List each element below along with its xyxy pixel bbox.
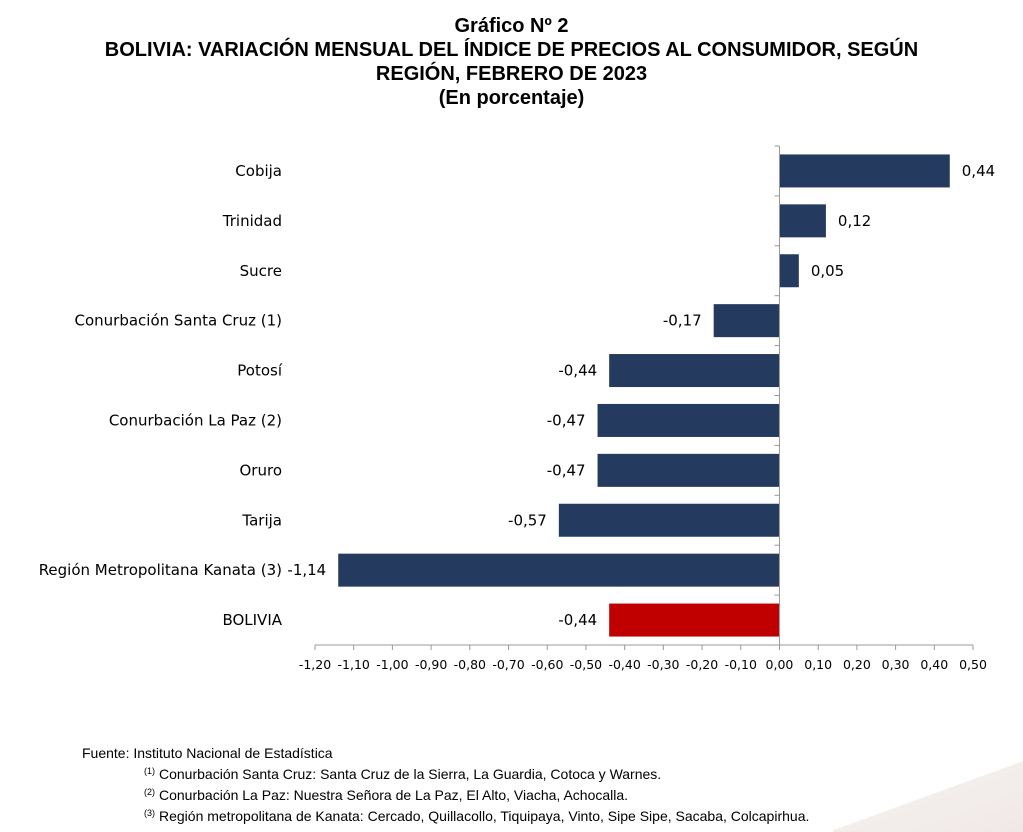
source-note: Fuente: Instituto Nacional de Estadístic… xyxy=(82,745,333,761)
data-label: -0,47 xyxy=(547,411,586,429)
data-label: -0,44 xyxy=(558,362,597,380)
bar xyxy=(779,204,826,238)
notes-block: Fuente: Instituto Nacional de Estadístic… xyxy=(82,744,809,825)
data-label: 0,05 xyxy=(811,262,844,280)
x-tick-label: -0,50 xyxy=(570,657,602,672)
bar xyxy=(338,553,780,587)
category-label: Tarija xyxy=(241,511,282,529)
x-tick-label: 0,30 xyxy=(882,657,910,672)
chart-title-line-2: REGIÓN, FEBRERO DE 2023 xyxy=(375,63,648,85)
category-label: Región Metropolitana Kanata (3) xyxy=(39,561,282,579)
footnote-3-mark: (3) xyxy=(144,808,155,818)
x-tick-label: -1,00 xyxy=(376,657,408,672)
footnote-2-mark: (2) xyxy=(144,787,155,797)
bar xyxy=(558,503,780,537)
x-tick-label: 0,20 xyxy=(843,657,871,672)
category-label: Oruro xyxy=(240,461,283,479)
x-tick-label: 0,10 xyxy=(804,657,832,672)
x-tick-label: 0,50 xyxy=(959,657,987,672)
category-label: Trinidad xyxy=(222,212,282,230)
category-label: Conurbación Santa Cruz (1) xyxy=(74,312,282,330)
data-label: 0,12 xyxy=(838,212,871,230)
bar xyxy=(779,254,799,288)
footnote-3: (3) Región metropolitana de Kanata: Cerca… xyxy=(144,804,809,825)
category-label: Cobija xyxy=(235,162,282,180)
bar xyxy=(597,403,780,437)
footnote-1-mark: (1) xyxy=(144,766,155,776)
x-tick-label: 0,40 xyxy=(920,657,948,672)
footnote-2-text: Conurbación La Paz: Nuestra Señora de La… xyxy=(159,787,629,803)
bar xyxy=(597,453,780,487)
chart-units: (En porcentaje) xyxy=(438,87,585,109)
x-tick-label: -0,30 xyxy=(647,657,679,672)
bar xyxy=(609,603,780,637)
x-tick-label: -0,60 xyxy=(531,657,563,672)
x-tick-label: -0,70 xyxy=(492,657,524,672)
footnote-2: (2) Conurbación La Paz: Nuestra Señora de… xyxy=(144,783,809,804)
bar xyxy=(713,304,780,338)
x-tick-label: -0,40 xyxy=(608,657,640,672)
x-tick-label: -0,80 xyxy=(454,657,486,672)
x-tick-label: -0,90 xyxy=(415,657,447,672)
category-label: Potosí xyxy=(237,362,283,380)
bar xyxy=(779,154,950,188)
category-label: BOLIVIA xyxy=(222,611,282,629)
bar-chart: Cobija 0,44 Trinidad 0,12 Sucre 0,05 Conurbaci… xyxy=(39,145,995,672)
x-tick-label: -1,20 xyxy=(299,657,331,672)
x-tick-label: 0,00 xyxy=(766,657,794,672)
category-label: Conurbación La Paz (2) xyxy=(109,411,282,429)
footnote-3-text: Región metropolitana de Kanata: Cercado,… xyxy=(159,808,810,824)
chart-number: Gráfico Nº 2 xyxy=(454,15,569,37)
data-label: -0,47 xyxy=(547,461,586,479)
x-tick-label: -0,10 xyxy=(725,657,757,672)
data-label: -0,57 xyxy=(508,511,547,529)
decorative-corner xyxy=(833,742,1023,832)
chart-title-block: Gráfico Nº 2 BOLIVIA: VARIACIÓN MENSUAL … xyxy=(0,14,1023,110)
category-label: Sucre xyxy=(240,262,282,280)
data-label: -0,44 xyxy=(558,611,597,629)
footnote-1: (1) Conurbación Santa Cruz: Santa Cruz de… xyxy=(144,762,809,783)
footnote-1-text: Conurbación Santa Cruz: Santa Cruz de la… xyxy=(159,766,662,782)
x-tick-label: -0,20 xyxy=(686,657,718,672)
data-label: 0,44 xyxy=(962,162,995,180)
chart-title-line-1: BOLIVIA: VARIACIÓN MENSUAL DEL ÍNDICE DE… xyxy=(104,39,919,61)
bar xyxy=(609,354,780,388)
data-label: -0,17 xyxy=(663,312,702,330)
data-label: -1,14 xyxy=(287,561,326,579)
x-tick-label: -1,10 xyxy=(338,657,370,672)
